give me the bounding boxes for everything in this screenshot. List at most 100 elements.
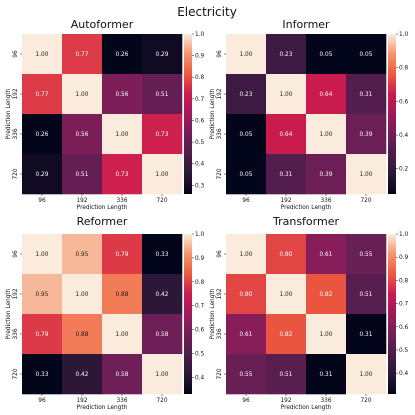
- colorbar-tick-label: 0.3: [195, 183, 205, 189]
- heatmap-cell: [62, 34, 103, 75]
- heatmap-cell: [306, 274, 347, 315]
- x-tick-label: 192: [280, 398, 291, 404]
- cell-value-label: 0.29: [36, 172, 49, 178]
- colorbar-tick-label: 0.5: [399, 348, 409, 354]
- heatmap-cell: [266, 354, 307, 395]
- x-tick-label: 336: [320, 198, 331, 204]
- heatmap-cell: [266, 34, 307, 75]
- heatmap-cell: [102, 314, 143, 355]
- y-axis-label: Prediction Length: [210, 88, 216, 139]
- colorbar-tick-label: 0.8: [195, 280, 205, 286]
- heatmap-cell: [22, 154, 63, 195]
- cell-value-label: 1.00: [156, 172, 169, 178]
- heatmap-panel-transformer: Transformer 1.00 0.80 0.61 0.55 0.80 1.00 0.82 0…: [210, 215, 409, 411]
- heatmap-cell: [266, 314, 307, 355]
- cell-value-label: 0.23: [240, 92, 253, 98]
- heatmap-cell: [226, 274, 267, 315]
- cell-value-label: 0.77: [76, 52, 89, 58]
- cell-value-label: 0.51: [156, 92, 169, 98]
- cell-value-label: 0.82: [280, 332, 293, 338]
- colorbar: [184, 34, 192, 194]
- colorbar-tick-label: 0.6: [195, 118, 205, 124]
- cell-value-label: 0.26: [36, 132, 49, 138]
- x-tick-label: 720: [156, 398, 167, 404]
- heatmap-cell: [22, 354, 63, 395]
- colorbar-tick-label: 0.4: [399, 133, 409, 139]
- colorbar-tick-label: 0.7: [195, 304, 205, 310]
- cell-value-label: 0.31: [280, 172, 293, 178]
- cell-value-label: 0.61: [240, 332, 253, 338]
- colorbar-tick-label: 0.4: [195, 375, 205, 381]
- cell-value-label: 0.77: [36, 92, 49, 98]
- cell-value-label: 0.73: [116, 172, 129, 178]
- y-tick-label: 96: [13, 250, 19, 258]
- cell-value-label: 0.88: [76, 332, 89, 338]
- heatmap-cell: [142, 74, 183, 115]
- panel-title: Transformer: [272, 215, 339, 228]
- x-tick-label: 720: [360, 198, 371, 204]
- colorbar-tick-label: 0.4: [195, 162, 205, 168]
- cell-value-label: 1.00: [36, 52, 49, 58]
- heatmap-cell: [102, 234, 143, 275]
- heatmap-cell: [306, 34, 347, 75]
- x-tick-label: 192: [76, 398, 87, 404]
- y-tick-label: 336: [217, 128, 223, 139]
- heatmap-cell: [102, 154, 143, 195]
- heatmap-cell: [306, 114, 347, 155]
- cell-value-label: 0.23: [280, 52, 293, 58]
- colorbar-tick-label: 1.0: [399, 232, 409, 238]
- y-tick-label: 720: [13, 368, 19, 379]
- x-tick-label: 96: [242, 198, 250, 204]
- y-tick-label: 336: [217, 328, 223, 339]
- y-tick-label: 720: [217, 368, 223, 379]
- cell-value-label: 0.55: [360, 252, 373, 258]
- y-axis-label: Prediction Length: [210, 288, 216, 339]
- heatmap-cell: [102, 74, 143, 115]
- heatmap-cell: [346, 34, 387, 75]
- cell-value-label: 0.42: [156, 292, 169, 298]
- cell-value-label: 0.61: [320, 252, 333, 258]
- cell-value-label: 1.00: [240, 52, 253, 58]
- heatmap-cell: [62, 354, 103, 395]
- heatmap-cell: [142, 114, 183, 155]
- heatmap-cell: [226, 154, 267, 195]
- heatmap-cell: [306, 154, 347, 195]
- heatmap-cell: [346, 314, 387, 355]
- colorbar-tick-label: 0.7: [399, 302, 409, 308]
- cell-value-label: 0.56: [76, 132, 89, 138]
- x-axis-label: Prediction Length: [281, 205, 332, 211]
- heatmap-cell: [226, 34, 267, 75]
- heatmap-cell: [102, 114, 143, 155]
- y-tick-label: 720: [217, 168, 223, 179]
- y-tick-label: 336: [13, 128, 19, 139]
- x-tick-label: 96: [242, 398, 250, 404]
- colorbar-tick-label: 0.5: [195, 351, 205, 357]
- heatmap-cell: [266, 234, 307, 275]
- cell-value-label: 1.00: [320, 132, 333, 138]
- cell-value-label: 0.31: [320, 372, 333, 378]
- heatmap-cell: [346, 354, 387, 395]
- y-tick-label: 192: [13, 88, 19, 99]
- heatmap-cell: [22, 314, 63, 355]
- heatmap-cell: [22, 74, 63, 115]
- heatmap-cell: [22, 114, 63, 155]
- cell-value-label: 1.00: [76, 92, 89, 98]
- heatmap-cell: [306, 74, 347, 115]
- cell-value-label: 0.39: [360, 132, 373, 138]
- cell-value-label: 0.05: [240, 172, 253, 178]
- x-axis-label: Prediction Length: [77, 405, 128, 411]
- cell-value-label: 1.00: [360, 172, 373, 178]
- heatmap-cell: [102, 354, 143, 395]
- y-tick-label: 720: [13, 168, 19, 179]
- heatmap-cell: [226, 114, 267, 155]
- cell-value-label: 0.29: [156, 52, 169, 58]
- heatmap-cell: [22, 234, 63, 275]
- cell-value-label: 0.58: [156, 332, 169, 338]
- x-axis-label: Prediction Length: [77, 205, 128, 211]
- heatmap-cell: [22, 274, 63, 315]
- heatmap-cell: [226, 74, 267, 115]
- cell-value-label: 0.05: [320, 52, 333, 58]
- cell-value-label: 0.64: [280, 132, 293, 138]
- cell-value-label: 1.00: [320, 332, 333, 338]
